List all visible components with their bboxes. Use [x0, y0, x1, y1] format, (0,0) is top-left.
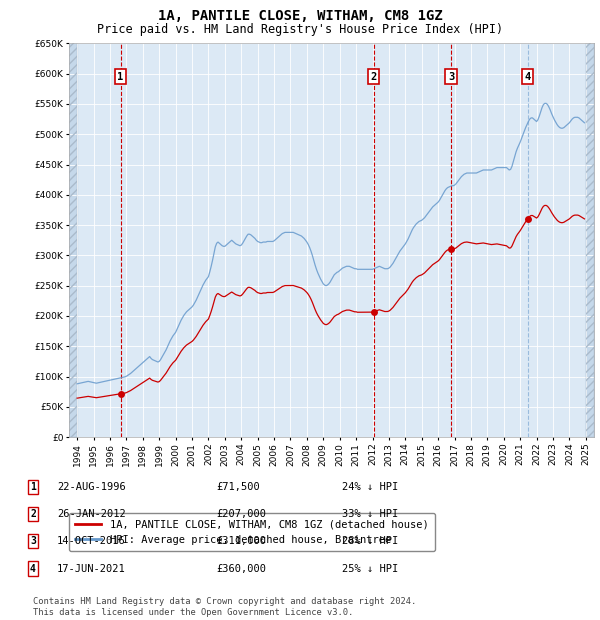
- Text: Price paid vs. HM Land Registry's House Price Index (HPI): Price paid vs. HM Land Registry's House …: [97, 23, 503, 36]
- Text: 1A, PANTILE CLOSE, WITHAM, CM8 1GZ: 1A, PANTILE CLOSE, WITHAM, CM8 1GZ: [158, 9, 442, 24]
- Text: 25% ↓ HPI: 25% ↓ HPI: [342, 564, 398, 574]
- Text: 2: 2: [30, 509, 36, 519]
- Text: £207,000: £207,000: [216, 509, 266, 519]
- Text: 4: 4: [524, 72, 531, 82]
- Text: 14-OCT-2016: 14-OCT-2016: [57, 536, 126, 546]
- Text: £360,000: £360,000: [216, 564, 266, 574]
- Text: 4: 4: [30, 564, 36, 574]
- Text: 3: 3: [30, 536, 36, 546]
- Text: 22-AUG-1996: 22-AUG-1996: [57, 482, 126, 492]
- Text: 33% ↓ HPI: 33% ↓ HPI: [342, 509, 398, 519]
- Text: 1: 1: [30, 482, 36, 492]
- Text: £71,500: £71,500: [216, 482, 260, 492]
- Text: 28% ↓ HPI: 28% ↓ HPI: [342, 536, 398, 546]
- Text: 24% ↓ HPI: 24% ↓ HPI: [342, 482, 398, 492]
- Text: 3: 3: [448, 72, 454, 82]
- Text: 1: 1: [118, 72, 124, 82]
- Text: Contains HM Land Registry data © Crown copyright and database right 2024.
This d: Contains HM Land Registry data © Crown c…: [33, 598, 416, 617]
- Text: £311,000: £311,000: [216, 536, 266, 546]
- Text: 17-JUN-2021: 17-JUN-2021: [57, 564, 126, 574]
- Text: 26-JAN-2012: 26-JAN-2012: [57, 509, 126, 519]
- Text: 2: 2: [371, 72, 377, 82]
- Legend: 1A, PANTILE CLOSE, WITHAM, CM8 1GZ (detached house), HPI: Average price, detache: 1A, PANTILE CLOSE, WITHAM, CM8 1GZ (deta…: [69, 513, 434, 551]
